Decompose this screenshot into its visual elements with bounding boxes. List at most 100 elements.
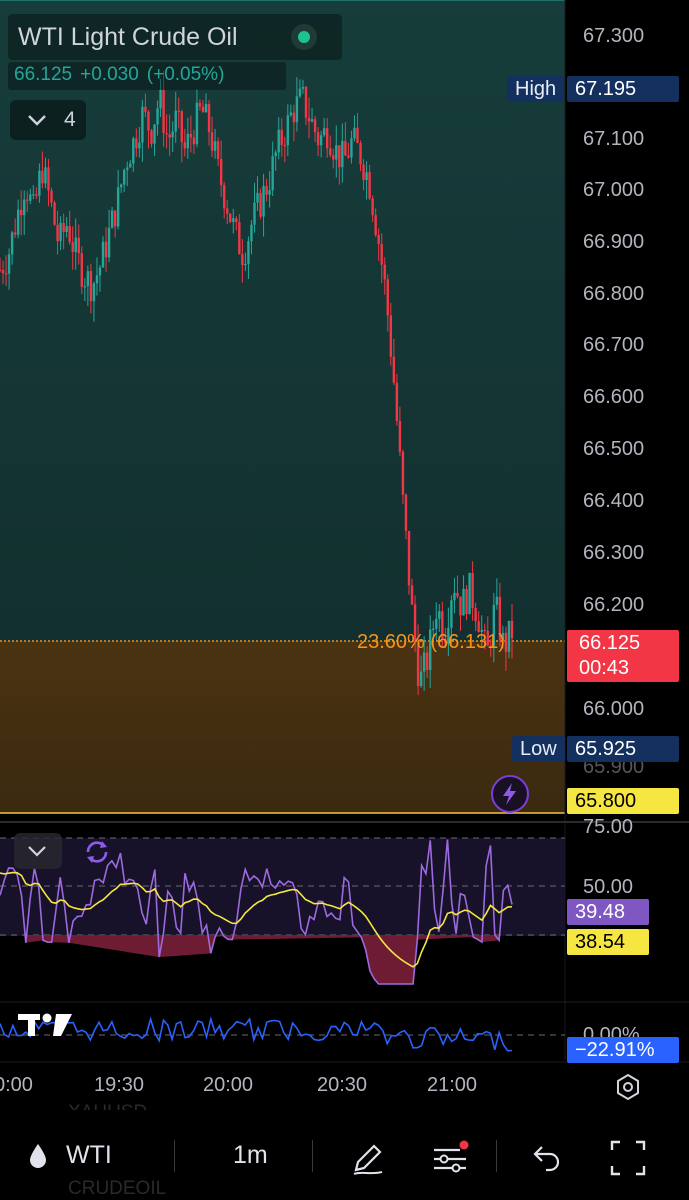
indicator-count: 4 (64, 108, 76, 131)
candle-body (177, 110, 180, 112)
time-tick: 19:30 (94, 1074, 145, 1096)
candle-body (483, 629, 486, 632)
candle-body (107, 227, 111, 258)
candle-body (510, 620, 514, 639)
oscillator-line (0, 1016, 513, 1052)
candle-body (168, 134, 171, 138)
candle-body (65, 226, 68, 232)
indicators-collapse-button[interactable]: 4 (10, 100, 86, 140)
candle-body (238, 222, 241, 255)
candle-body (104, 241, 108, 258)
candle-body (286, 115, 290, 146)
candle-body (298, 88, 302, 97)
candle-body (432, 628, 435, 630)
candle-body (68, 226, 71, 243)
price-tick: 66.000 (583, 698, 645, 720)
interval-button[interactable]: 1m (233, 1141, 268, 1169)
candle-body (16, 209, 20, 235)
rsi-line (0, 839, 513, 985)
settings-icon[interactable] (613, 1072, 643, 1102)
candle-body (116, 187, 120, 227)
fib-lower-zone (0, 641, 565, 813)
candle-body (277, 129, 280, 153)
price-tick: 66.400 (583, 490, 645, 512)
candle-body (477, 621, 480, 633)
candle-body (392, 356, 396, 383)
candle-body (465, 588, 468, 615)
candle-body (280, 129, 283, 145)
time-tick: 20:30 (317, 1074, 368, 1096)
rsi-tick: 75.00 (583, 816, 634, 838)
sliders-icon[interactable] (430, 1138, 470, 1178)
lightning-button[interactable] (491, 775, 529, 813)
candle-body (447, 627, 450, 644)
candle-body (310, 119, 314, 122)
candle-body (13, 232, 17, 235)
undo-icon[interactable] (526, 1138, 566, 1178)
tradingview-logo (18, 1013, 72, 1036)
time-tick: 20:00 (203, 1074, 254, 1096)
market-status-icon[interactable] (291, 24, 317, 50)
candle-body (444, 638, 447, 644)
candle-body (480, 629, 483, 633)
candle-body (462, 588, 465, 616)
candle-body (383, 264, 386, 280)
candle-body (50, 190, 53, 203)
main-chart-canvas[interactable] (0, 0, 689, 1110)
candle-body (180, 111, 183, 143)
candle-body (419, 671, 423, 687)
candle-body (20, 209, 23, 216)
chart-area[interactable]: 67.300 67.100 67.000 66.900 66.800 66.70… (0, 0, 689, 1110)
candle-body (95, 275, 99, 284)
candle-body (98, 267, 102, 276)
candle-body (129, 163, 132, 168)
rsi-collapse-button[interactable] (14, 833, 62, 869)
candle-body (195, 102, 199, 145)
candle-body (35, 194, 38, 196)
symbol-legend[interactable]: WTI Light Crude Oil (8, 14, 342, 60)
candle-body (356, 127, 359, 144)
candle-body (171, 131, 174, 138)
candle-body (450, 600, 453, 628)
rsi-ma-line (0, 871, 513, 968)
drop-icon[interactable] (28, 1142, 48, 1170)
candle-body (459, 596, 462, 616)
candle-body (219, 158, 223, 186)
low-value: 65.925 (567, 736, 679, 762)
price-tick: 67.100 (583, 128, 645, 150)
change-pct-text: (+0.05%) (146, 64, 225, 85)
candle-body (316, 132, 320, 146)
fullscreen-icon[interactable] (608, 1138, 648, 1178)
candle-body (101, 241, 105, 268)
candle-body (150, 130, 153, 144)
candle-body (198, 102, 202, 107)
symbol-button[interactable]: WTI (66, 1141, 112, 1169)
candle-body (62, 222, 65, 232)
candle-body (301, 86, 305, 89)
candle-body (507, 620, 511, 652)
candle-body (74, 237, 77, 252)
candle-body (126, 167, 129, 170)
candle-body (153, 124, 156, 144)
oscillator-value-badge: −22.91% (567, 1037, 679, 1063)
candle-body (504, 632, 508, 652)
candle-body (304, 86, 308, 118)
pencil-icon[interactable] (348, 1138, 388, 1178)
candle-body (138, 142, 141, 149)
candle-body (165, 133, 168, 135)
candle-body (389, 315, 393, 357)
candle-body (247, 241, 250, 264)
candle-body (4, 273, 8, 275)
refresh-icon[interactable] (80, 835, 114, 869)
candle-body (23, 199, 26, 216)
candle-body (147, 111, 150, 131)
candle-body (156, 108, 159, 125)
candle-body (380, 243, 383, 265)
candle-body (289, 112, 293, 116)
toolbar-divider (496, 1140, 497, 1172)
chevron-down-icon (28, 846, 46, 857)
candle-body (329, 148, 332, 156)
candle-body (307, 117, 311, 122)
candle-body (83, 286, 87, 288)
high-label: High (507, 76, 565, 102)
